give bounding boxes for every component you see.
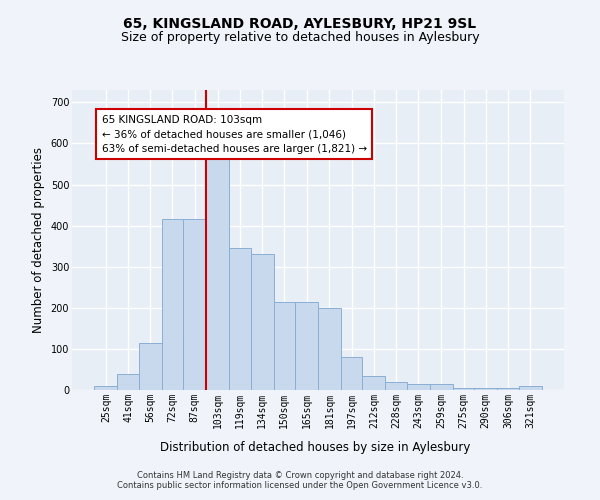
Bar [274, 302, 295, 390]
Text: Distribution of detached houses by size in Aylesbury: Distribution of detached houses by size … [160, 441, 470, 454]
Y-axis label: Number of detached properties: Number of detached properties [32, 147, 45, 333]
Bar [162, 220, 183, 390]
Text: Contains HM Land Registry data © Crown copyright and database right 2024.: Contains HM Land Registry data © Crown c… [137, 472, 463, 480]
Text: 65 KINGSLAND ROAD: 103sqm
← 36% of detached houses are smaller (1,046)
63% of se: 65 KINGSLAND ROAD: 103sqm ← 36% of detac… [101, 114, 367, 154]
Bar [474, 388, 497, 390]
Text: 65, KINGSLAND ROAD, AYLESBURY, HP21 9SL: 65, KINGSLAND ROAD, AYLESBURY, HP21 9SL [124, 18, 476, 32]
Bar [139, 342, 162, 390]
Bar [518, 386, 542, 390]
Bar [430, 384, 453, 390]
Bar [251, 254, 274, 390]
Text: Size of property relative to detached houses in Aylesbury: Size of property relative to detached ho… [121, 31, 479, 44]
Bar [318, 308, 341, 390]
Bar [206, 154, 229, 390]
Bar [362, 376, 385, 390]
Bar [118, 374, 139, 390]
Bar [295, 302, 318, 390]
Bar [341, 357, 362, 390]
Text: Contains public sector information licensed under the Open Government Licence v3: Contains public sector information licen… [118, 482, 482, 490]
Bar [229, 248, 251, 390]
Bar [385, 382, 407, 390]
Bar [407, 384, 430, 390]
Bar [94, 386, 118, 390]
Bar [183, 220, 206, 390]
Bar [453, 388, 474, 390]
Bar [497, 388, 518, 390]
